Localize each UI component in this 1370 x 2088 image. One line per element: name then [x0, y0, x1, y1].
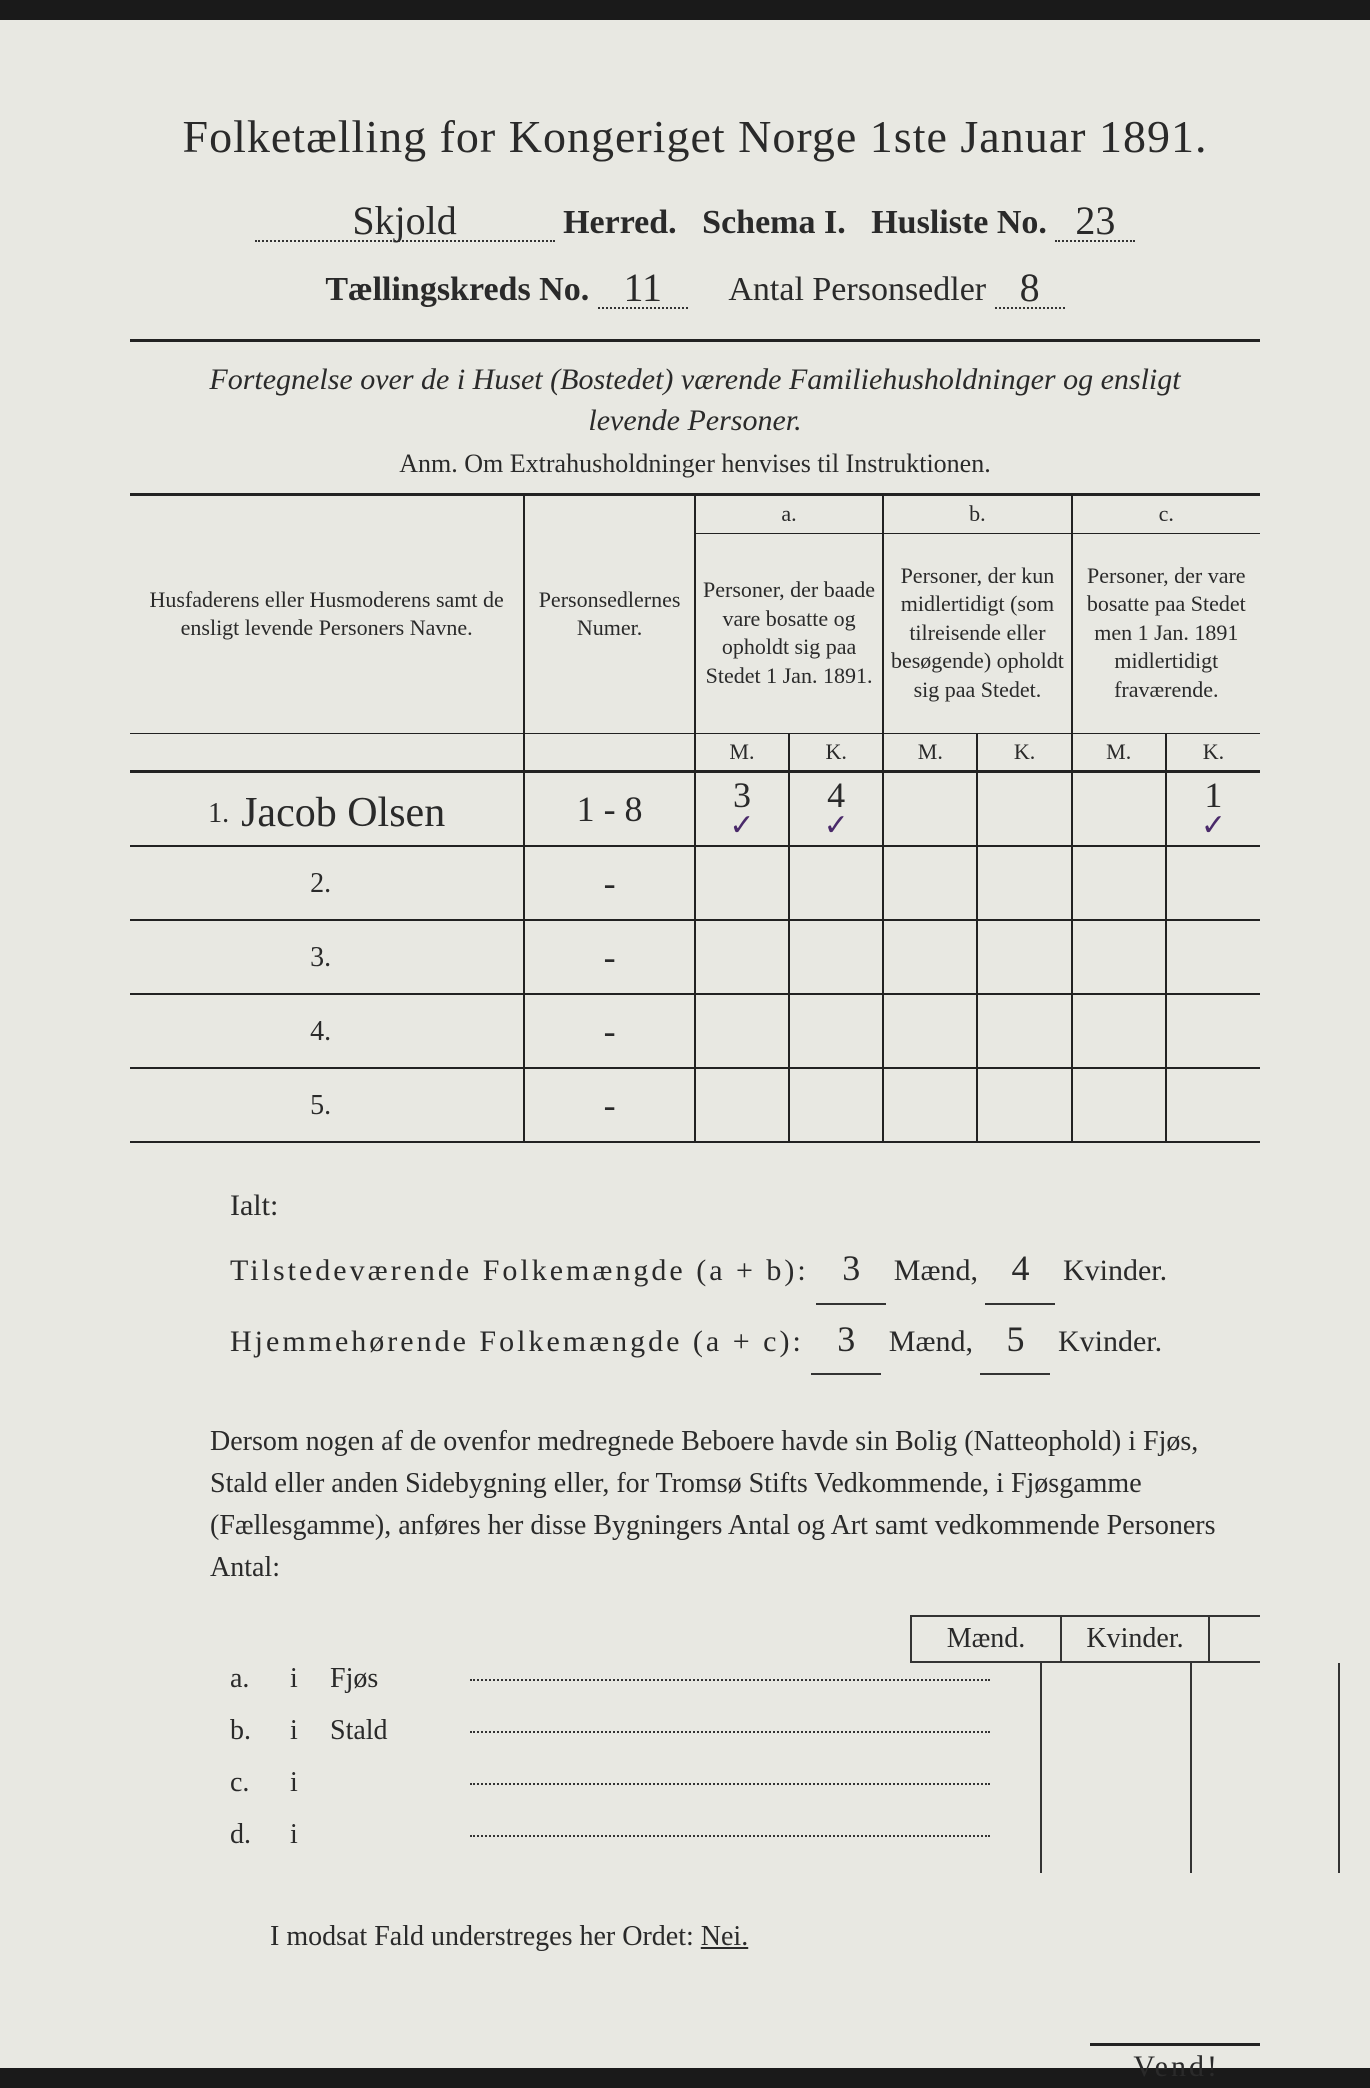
mk-k: Kvinder. — [1060, 1617, 1210, 1661]
ialt-line1: Tilstedeværende Folkemængde (a + b): 3 M… — [230, 1234, 1260, 1304]
col1-header: Husfaderens eller Husmoderens samt de en… — [130, 495, 524, 734]
kreds-label: Tællingskreds No. — [325, 271, 589, 308]
antal-field: 8 — [995, 260, 1065, 309]
col-a-top: a. — [695, 495, 883, 534]
col-b-k: K. — [977, 733, 1071, 772]
mk-header: Mænd. Kvinder. — [910, 1615, 1260, 1663]
col-c-top: c. — [1072, 495, 1260, 534]
ialt-line2: Hjemmehørende Folkemængde (a + c): 3 Mæn… — [230, 1305, 1260, 1375]
col-c-m: M. — [1072, 733, 1166, 772]
col-c-header: Personer, der vare bosatte paa Stedet me… — [1072, 533, 1260, 733]
anm-note: Anm. Om Extrahusholdninger henvises til … — [130, 449, 1260, 479]
final-line: I modsat Fald understreges her Ordet: Ne… — [270, 1921, 1260, 1953]
header-line-2: Tællingskreds No. 11 Antal Personsedler … — [130, 260, 1260, 309]
abcd-section: Mænd. Kvinder. a.iFjøsb.iStaldc.id.i — [130, 1615, 1260, 1871]
col-b-top: b. — [883, 495, 1071, 534]
header-line-1: Skjold Herred. Schema I. Husliste No. 23 — [130, 193, 1260, 242]
herred-label: Herred. — [563, 204, 677, 241]
vend-label: Vend! — [1090, 2043, 1260, 2084]
ialt1-m: 3 — [816, 1234, 886, 1304]
table-row: 3.- — [130, 920, 1260, 994]
col-b-m: M. — [883, 733, 977, 772]
antal-label: Antal Personsedler — [728, 271, 986, 308]
mk-m: Mænd. — [910, 1617, 1060, 1661]
totals-block: Ialt: Tilstedeværende Folkemængde (a + b… — [230, 1177, 1260, 1375]
subtitle: Fortegnelse over de i Huset (Bostedet) v… — [130, 360, 1260, 441]
kreds-field: 11 — [598, 260, 688, 309]
ialt-label: Ialt: — [230, 1177, 1260, 1234]
ialt2-m: 3 — [811, 1305, 881, 1375]
husliste-label: Husliste No. — [871, 204, 1047, 241]
nei-word: Nei. — [701, 1921, 748, 1952]
table-row: 4.- — [130, 994, 1260, 1068]
ialt2-k: 5 — [980, 1305, 1050, 1375]
col-a-m: M. — [695, 733, 789, 772]
table-row: 2.- — [130, 846, 1260, 920]
herred-field: Skjold — [255, 193, 555, 242]
col-c-k: K. — [1166, 733, 1260, 772]
divider — [130, 339, 1260, 342]
ialt1-k: 4 — [985, 1234, 1055, 1304]
col-a-k: K. — [789, 733, 883, 772]
census-form-page: Folketælling for Kongeriget Norge 1ste J… — [0, 20, 1370, 2068]
page-title: Folketælling for Kongeriget Norge 1ste J… — [130, 110, 1260, 163]
mk-cols — [1040, 1663, 1340, 1873]
col-a-header: Personer, der baade vare bosatte og opho… — [695, 533, 883, 733]
schema-label: Schema I. — [702, 204, 846, 241]
col-b-header: Personer, der kun midlertidigt (som tilr… — [883, 533, 1071, 733]
table-row: 5.- — [130, 1068, 1260, 1142]
census-table: Husfaderens eller Husmoderens samt de en… — [130, 493, 1260, 1143]
paragraph-note: Dersom nogen af de ovenfor medregnede Be… — [210, 1421, 1240, 1589]
table-row: 1.Jacob Olsen1 - 83✓4✓1✓ — [130, 772, 1260, 847]
husliste-field: 23 — [1055, 193, 1135, 242]
col2-header: Personsedlernes Numer. — [524, 495, 695, 734]
